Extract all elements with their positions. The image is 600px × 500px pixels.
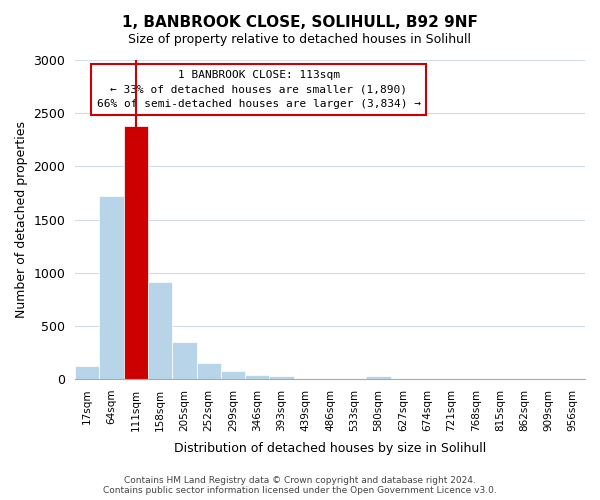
Bar — [269, 376, 293, 379]
Bar — [148, 282, 172, 379]
Y-axis label: Number of detached properties: Number of detached properties — [15, 121, 28, 318]
Bar — [367, 376, 391, 379]
X-axis label: Distribution of detached houses by size in Solihull: Distribution of detached houses by size … — [174, 442, 486, 455]
Text: Size of property relative to detached houses in Solihull: Size of property relative to detached ho… — [128, 32, 472, 46]
Text: 1, BANBROOK CLOSE, SOLIHULL, B92 9NF: 1, BANBROOK CLOSE, SOLIHULL, B92 9NF — [122, 15, 478, 30]
Bar — [75, 366, 100, 379]
Bar — [172, 342, 197, 379]
Bar — [221, 370, 245, 379]
Text: 1 BANBROOK CLOSE: 113sqm
← 33% of detached houses are smaller (1,890)
66% of sem: 1 BANBROOK CLOSE: 113sqm ← 33% of detach… — [97, 70, 421, 109]
Text: Contains HM Land Registry data © Crown copyright and database right 2024.
Contai: Contains HM Land Registry data © Crown c… — [103, 476, 497, 495]
Bar — [100, 196, 124, 379]
Bar — [197, 363, 221, 379]
Bar — [124, 126, 148, 379]
Bar — [245, 375, 269, 379]
